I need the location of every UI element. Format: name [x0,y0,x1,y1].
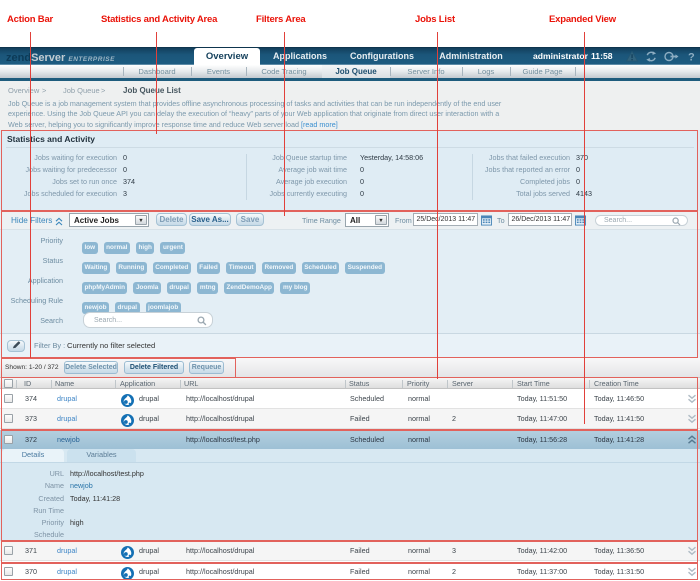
svg-text:?: ? [688,52,695,63]
